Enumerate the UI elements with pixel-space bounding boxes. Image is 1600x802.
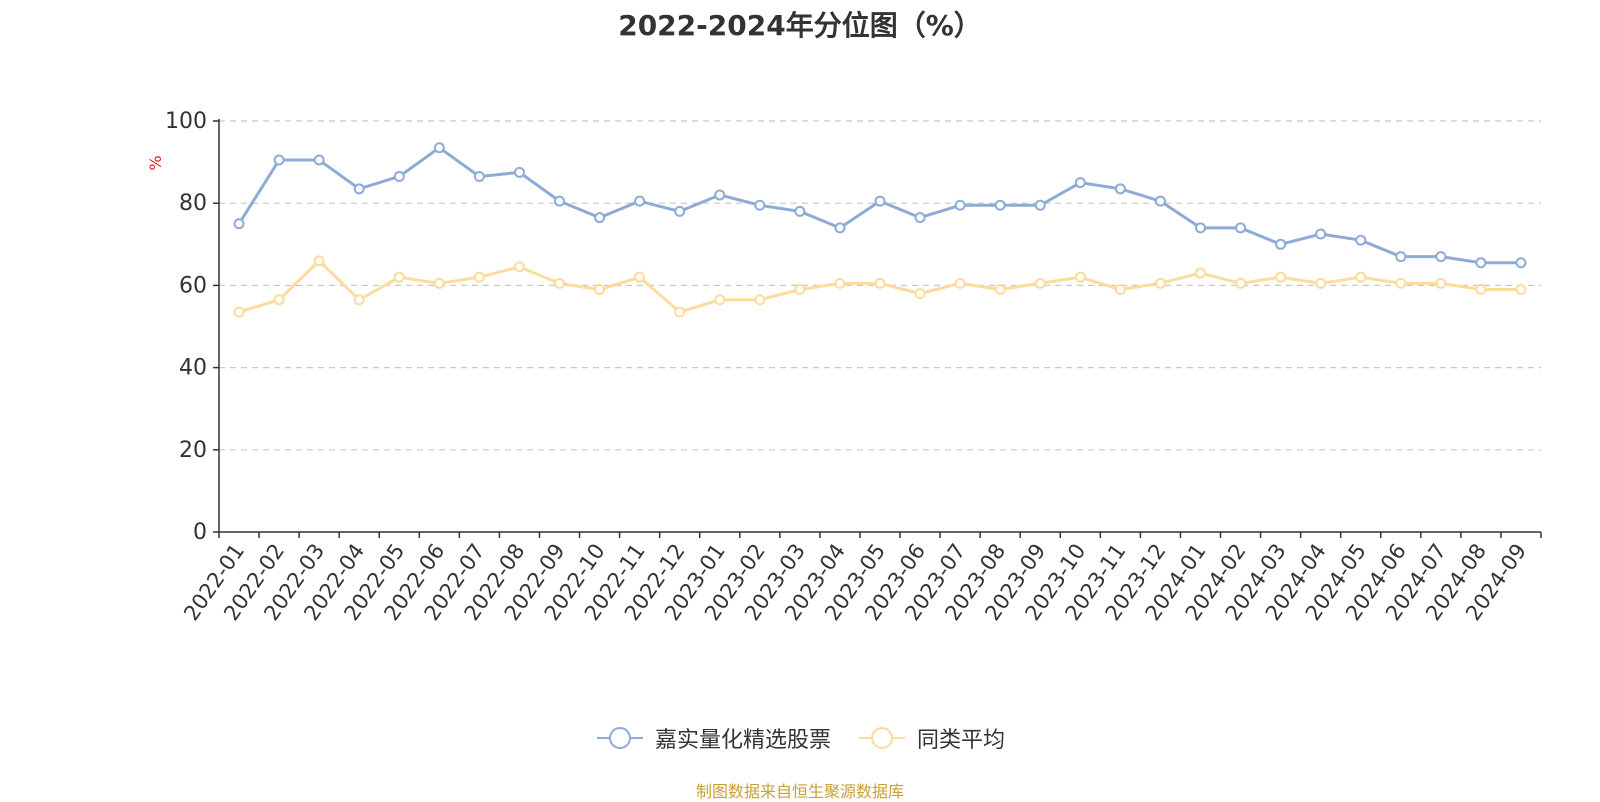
legend-swatch-series-1 <box>857 726 907 750</box>
y-tick-label-3: 60 <box>179 273 207 298</box>
series-1-point-0 <box>235 308 244 317</box>
series-1-point-24 <box>1196 269 1205 278</box>
series-0-point-13 <box>755 201 764 210</box>
series-1-point-12 <box>715 295 724 304</box>
series-1-point-19 <box>996 285 1005 294</box>
series-1-point-16 <box>876 279 885 288</box>
series-1-point-30 <box>1436 279 1445 288</box>
series-1-point-20 <box>1036 279 1045 288</box>
y-tick-label-5: 100 <box>165 109 207 134</box>
series-0-point-12 <box>715 190 724 199</box>
series-0-point-20 <box>1036 201 1045 210</box>
series-0-point-32 <box>1516 258 1525 267</box>
legend: 嘉实量化精选股票 同类平均 <box>0 722 1600 754</box>
series-0-point-29 <box>1396 252 1405 261</box>
y-tick-label-2: 40 <box>179 356 207 381</box>
y-tick-label-0: 0 <box>193 520 207 545</box>
series-0-point-24 <box>1196 223 1205 232</box>
series-0-point-30 <box>1436 252 1445 261</box>
series-1-point-29 <box>1396 279 1405 288</box>
series-0-point-9 <box>595 213 604 222</box>
data-source-note: 制图数据来自恒生聚源数据库 <box>0 778 1600 802</box>
series-0-point-5 <box>435 143 444 152</box>
series-0-point-1 <box>275 156 284 165</box>
series-1-point-5 <box>435 279 444 288</box>
series-0-point-18 <box>956 201 965 210</box>
legend-swatch-series-0 <box>595 726 645 750</box>
series-1-point-15 <box>835 279 844 288</box>
series-0-point-26 <box>1276 240 1285 249</box>
series-1-point-31 <box>1476 285 1485 294</box>
line-chart: 020406080100%2022-012022-022022-032022-0… <box>0 0 1600 710</box>
series-0-point-31 <box>1476 258 1485 267</box>
series-0-point-19 <box>996 201 1005 210</box>
series-0-point-22 <box>1116 184 1125 193</box>
series-1-point-28 <box>1356 273 1365 282</box>
series-0-point-7 <box>515 168 524 177</box>
series-1-point-4 <box>395 273 404 282</box>
series-1-point-6 <box>475 273 484 282</box>
series-1-point-14 <box>795 285 804 294</box>
series-1-point-26 <box>1276 273 1285 282</box>
series-0-point-11 <box>675 207 684 216</box>
series-1-point-23 <box>1156 279 1165 288</box>
series-1-point-3 <box>355 295 364 304</box>
series-0-point-25 <box>1236 223 1245 232</box>
series-1-point-18 <box>956 279 965 288</box>
y-tick-label-4: 80 <box>179 191 207 216</box>
y-axis-label: % <box>146 155 165 170</box>
series-0-point-2 <box>315 156 324 165</box>
series-1-point-27 <box>1316 279 1325 288</box>
series-1-point-10 <box>635 273 644 282</box>
series-1-point-21 <box>1076 273 1085 282</box>
series-0-point-27 <box>1316 230 1325 239</box>
series-1-point-2 <box>315 256 324 265</box>
series-0-point-17 <box>916 213 925 222</box>
series-0-point-28 <box>1356 236 1365 245</box>
series-1-point-7 <box>515 262 524 271</box>
series-0-point-16 <box>876 197 885 206</box>
series-0-point-8 <box>555 197 564 206</box>
legend-label-series-0: 嘉实量化精选股票 <box>655 722 831 754</box>
legend-item-series-1[interactable]: 同类平均 <box>857 722 1005 754</box>
series-0-point-4 <box>395 172 404 181</box>
series-1-point-32 <box>1516 285 1525 294</box>
series-0-point-23 <box>1156 197 1165 206</box>
series-1-point-9 <box>595 285 604 294</box>
y-tick-label-1: 20 <box>179 438 207 463</box>
series-1-point-8 <box>555 279 564 288</box>
legend-label-series-1: 同类平均 <box>917 722 1005 754</box>
series-1-point-1 <box>275 295 284 304</box>
series-0-point-14 <box>795 207 804 216</box>
series-1-point-25 <box>1236 279 1245 288</box>
series-0-point-21 <box>1076 178 1085 187</box>
series-0-point-10 <box>635 197 644 206</box>
legend-item-series-0[interactable]: 嘉实量化精选股票 <box>595 722 831 754</box>
series-1-point-22 <box>1116 285 1125 294</box>
series-1-point-17 <box>916 289 925 298</box>
series-0-point-3 <box>355 184 364 193</box>
series-1-point-11 <box>675 308 684 317</box>
series-0-point-0 <box>235 219 244 228</box>
series-0-point-15 <box>835 223 844 232</box>
series-0-point-6 <box>475 172 484 181</box>
series-1-point-13 <box>755 295 764 304</box>
